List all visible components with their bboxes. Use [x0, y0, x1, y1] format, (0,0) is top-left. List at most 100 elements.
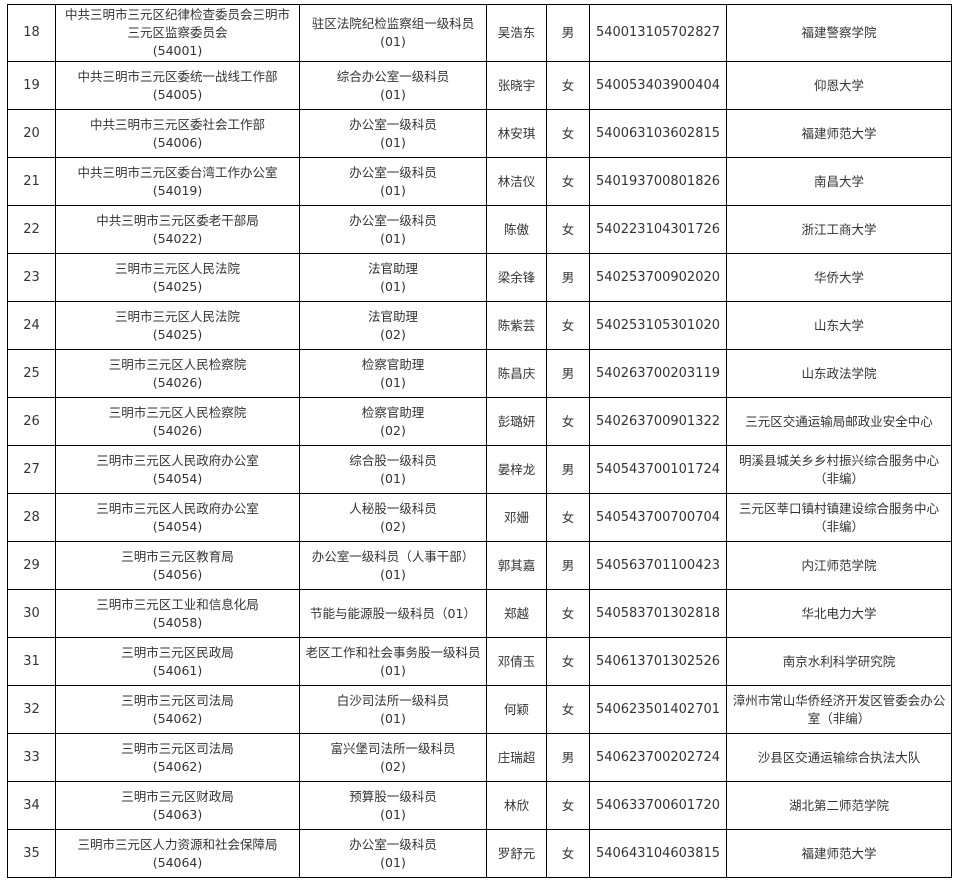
school-cell: 漳州市常山华侨经济开发区管委会办公室（非编）	[726, 685, 952, 734]
table-row: 20 中共三明市三元区委社会工作部 (54006) 办公室一级科员 (01) 林安琪 女 54…	[7, 109, 952, 158]
exam-number-cell: 540623700202724	[589, 733, 727, 782]
row-number: 18	[7, 4, 56, 62]
exam-number-exam-no: 540543700101724	[595, 461, 721, 477]
position-position: 法官助理	[367, 308, 418, 324]
unit-unit: 三明市三元区司法局	[121, 740, 234, 756]
name-name: 罗舒元	[497, 845, 536, 861]
position-position-code: (01)	[380, 34, 406, 49]
position-position: 办公室一级科员	[349, 116, 437, 132]
name-cell: 彭璐妍	[486, 397, 547, 446]
row-number: 24	[7, 301, 56, 350]
unit-unit-code: (54026)	[152, 422, 203, 438]
row-number-no: 33	[23, 749, 40, 765]
exam-number-exam-no: 540253700902020	[595, 269, 721, 285]
row-number-no: 22	[23, 221, 40, 237]
position-position-code: (01)	[380, 230, 406, 246]
exam-number-cell: 540053403900404	[589, 61, 727, 110]
name-cell: 郭其嘉	[486, 541, 547, 590]
school-school: 南京水利科学研究院	[782, 653, 896, 669]
unit-cell: 三明市三元区人民政府办公室 (54054)	[55, 493, 300, 542]
sex-sex: 女	[561, 605, 575, 621]
unit-unit: 中共三明市三元区委台湾工作办公室	[77, 164, 278, 180]
name-cell: 林安琪	[486, 109, 547, 158]
row-number: 26	[7, 397, 56, 446]
row-number: 31	[7, 637, 56, 686]
name-name: 林洁仪	[497, 173, 536, 189]
table-row: 21 中共三明市三元区委台湾工作办公室 (54019) 办公室一级科员 (01) 林洁仪 女…	[7, 157, 952, 206]
position-cell: 检察官助理 (02)	[299, 397, 487, 446]
row-number-no: 34	[23, 797, 40, 813]
name-cell: 陈傲	[486, 205, 547, 254]
unit-cell: 三明市三元区工业和信息化局 (54058)	[55, 589, 300, 638]
position-position: 检察官助理	[361, 404, 425, 420]
school-school: 浙江工商大学	[801, 221, 877, 237]
unit-cell: 三明市三元区人力资源和社会保障局 (54064)	[55, 829, 300, 878]
position-cell: 办公室一级科员 (01)	[299, 829, 487, 878]
position-position: 办公室一级科员	[349, 836, 437, 852]
row-number: 25	[7, 349, 56, 398]
unit-unit: 三明市三元区人民法院	[114, 308, 240, 324]
position-position-code: (02)	[380, 758, 406, 774]
school-cell: 浙江工商大学	[726, 205, 952, 254]
name-cell: 梁余锋	[486, 253, 547, 302]
exam-number-exam-no: 540623700202724	[595, 749, 721, 765]
position-position-code: (01)	[380, 182, 406, 198]
sex-sex: 男	[561, 25, 575, 40]
exam-number-exam-no: 540193700801826	[595, 173, 721, 189]
row-number-no: 31	[23, 653, 40, 669]
school-cell: 仰恩大学	[726, 61, 952, 110]
row-number: 35	[7, 829, 56, 878]
sex-sex: 女	[561, 125, 575, 141]
position-position-code: (01)	[380, 566, 406, 582]
school-cell: 华北电力大学	[726, 589, 952, 638]
exam-number-cell: 540623501402701	[589, 685, 727, 734]
name-cell: 张晓宇	[486, 61, 547, 110]
unit-unit: 三明市三元区人民政府办公室	[96, 500, 259, 516]
position-position: 综合办公室一级科员	[336, 68, 450, 84]
unit-cell: 中共三明市三元区纪律检查委员会三明市三元区监察委员会 (54001)	[55, 4, 300, 62]
name-name: 张晓宇	[497, 77, 536, 93]
unit-unit: 三明市三元区财政局	[121, 788, 234, 804]
unit-unit-code: (54054)	[152, 518, 203, 534]
position-cell: 办公室一级科员（人事干部） (01)	[299, 541, 487, 590]
sex-cell: 女	[546, 301, 590, 350]
exam-number-exam-no: 540583701302818	[595, 605, 721, 621]
unit-unit: 三明市三元区司法局	[121, 692, 234, 708]
row-number: 22	[7, 205, 56, 254]
exam-number-cell: 540543700101724	[589, 445, 727, 494]
name-name: 郭其嘉	[497, 557, 536, 573]
unit-unit-code: (54061)	[152, 662, 203, 678]
unit-unit: 中共三明市三元区委社会工作部	[89, 116, 265, 132]
name-name: 陈昌庆	[497, 365, 536, 381]
unit-unit: 中共三明市三元区纪律检查委员会三明市三元区监察委员会	[64, 7, 290, 40]
school-school: 华北电力大学	[801, 605, 877, 621]
row-number-no: 26	[23, 413, 40, 429]
sex-cell: 男	[546, 733, 590, 782]
position-position: 驻区法院纪检监察组一级科员	[311, 16, 475, 31]
row-number: 29	[7, 541, 56, 590]
unit-cell: 三明市三元区人民检察院 (54026)	[55, 349, 300, 398]
sex-cell: 男	[546, 541, 590, 590]
unit-unit-code: (54058)	[152, 614, 203, 630]
sex-sex: 女	[561, 413, 575, 429]
school-school: 山东政法学院	[801, 365, 877, 381]
unit-unit: 三明市三元区教育局	[121, 548, 234, 564]
table-row: 27 三明市三元区人民政府办公室 (54054) 综合股一级科员 (01) 晏梓龙 男 540…	[7, 445, 952, 494]
table-row: 28 三明市三元区人民政府办公室 (54054) 人秘股一级科员 (02) 邓姗 女 5405…	[7, 493, 952, 542]
position-position: 法官助理	[367, 260, 418, 276]
name-cell: 何颖	[486, 685, 547, 734]
position-position: 综合股一级科员	[349, 452, 437, 468]
name-name: 郑越	[503, 605, 529, 621]
row-number-no: 25	[23, 365, 40, 381]
sex-sex: 男	[561, 365, 575, 381]
row-number-no: 24	[23, 317, 40, 333]
exam-number-cell: 540633700601720	[589, 781, 727, 830]
unit-cell: 中共三明市三元区委老干部局 (54022)	[55, 205, 300, 254]
exam-number-exam-no: 540263700901322	[595, 413, 721, 429]
position-cell: 人秘股一级科员 (02)	[299, 493, 487, 542]
position-cell: 老区工作和社会事务股一级科员(01)	[299, 637, 487, 686]
position-cell: 富兴堡司法所一级科员 (02)	[299, 733, 487, 782]
position-position: 人秘股一级科员	[349, 500, 437, 516]
row-number: 27	[7, 445, 56, 494]
table-row: 35 三明市三元区人力资源和社会保障局 (54064) 办公室一级科员 (01) 罗舒元 女…	[7, 829, 952, 878]
